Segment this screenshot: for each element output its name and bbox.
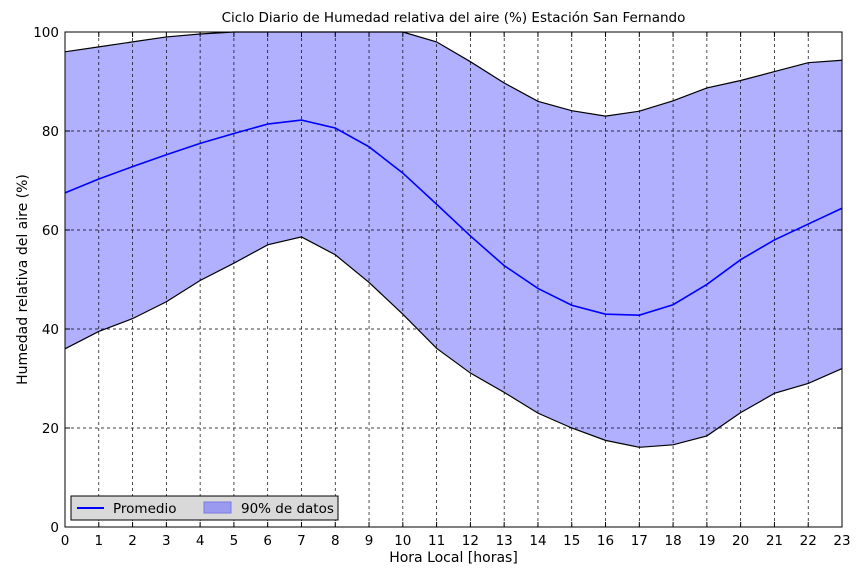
y-tick-label: 0 xyxy=(50,520,59,536)
x-tick-label: 9 xyxy=(365,533,374,549)
y-tick-label: 80 xyxy=(42,124,59,140)
tick-layer: 0 1 2 3 4 5 6 7 8 9 10 11 12 13 14 15 16 17 18 19 20 21 22 2302… xyxy=(33,25,850,549)
x-axis-label: Hora Local [horas] xyxy=(389,550,518,566)
x-tick-label: 23 xyxy=(833,533,850,549)
y-tick-label: 20 xyxy=(42,421,59,437)
y-tick-label: 60 xyxy=(42,223,59,239)
y-tick-label: 100 xyxy=(33,25,59,41)
x-tick-label: 2 xyxy=(128,533,137,549)
x-tick-label: 17 xyxy=(631,533,648,549)
x-tick-label: 13 xyxy=(496,533,513,549)
legend: Promedio 90% de datos xyxy=(70,495,339,521)
y-tick-label: 40 xyxy=(42,322,59,338)
x-tick-label: 11 xyxy=(428,533,445,549)
legend-label-promedio: Promedio xyxy=(113,501,176,517)
x-tick-label: 6 xyxy=(263,533,272,549)
legend-swatch-band xyxy=(203,501,232,514)
grid-layer xyxy=(65,32,842,527)
x-tick-label: 18 xyxy=(664,533,681,549)
x-tick-label: 4 xyxy=(196,533,205,549)
line-layer xyxy=(64,31,843,448)
plot-frame xyxy=(64,31,843,528)
x-tick-label: 19 xyxy=(698,533,715,549)
x-tick-label: 0 xyxy=(61,533,70,549)
band-lower-line xyxy=(64,236,843,448)
x-tick-label: 1 xyxy=(94,533,103,549)
chart-title: Ciclo Diario de Humedad relativa del air… xyxy=(222,10,686,26)
x-tick-label: 14 xyxy=(529,533,546,549)
x-tick-label: 15 xyxy=(563,533,580,549)
legend-label-band: 90% de datos xyxy=(241,501,334,517)
band-upper-line xyxy=(64,31,843,117)
x-tick-label: 8 xyxy=(331,533,340,549)
band-area xyxy=(65,32,842,448)
x-tick-label: 7 xyxy=(297,533,306,549)
x-tick-label: 3 xyxy=(162,533,171,549)
mean-line xyxy=(64,119,843,316)
x-tick-label: 10 xyxy=(394,533,411,549)
x-tick-label: 12 xyxy=(462,533,479,549)
x-tick-label: 21 xyxy=(766,533,783,549)
x-tick-label: 22 xyxy=(800,533,817,549)
x-tick-label: 16 xyxy=(597,533,614,549)
x-tick-label: 20 xyxy=(732,533,749,549)
band-layer xyxy=(65,32,842,448)
x-tick-label: 5 xyxy=(230,533,239,549)
y-axis-label: Humedad relativa del aire (%) xyxy=(15,174,31,385)
